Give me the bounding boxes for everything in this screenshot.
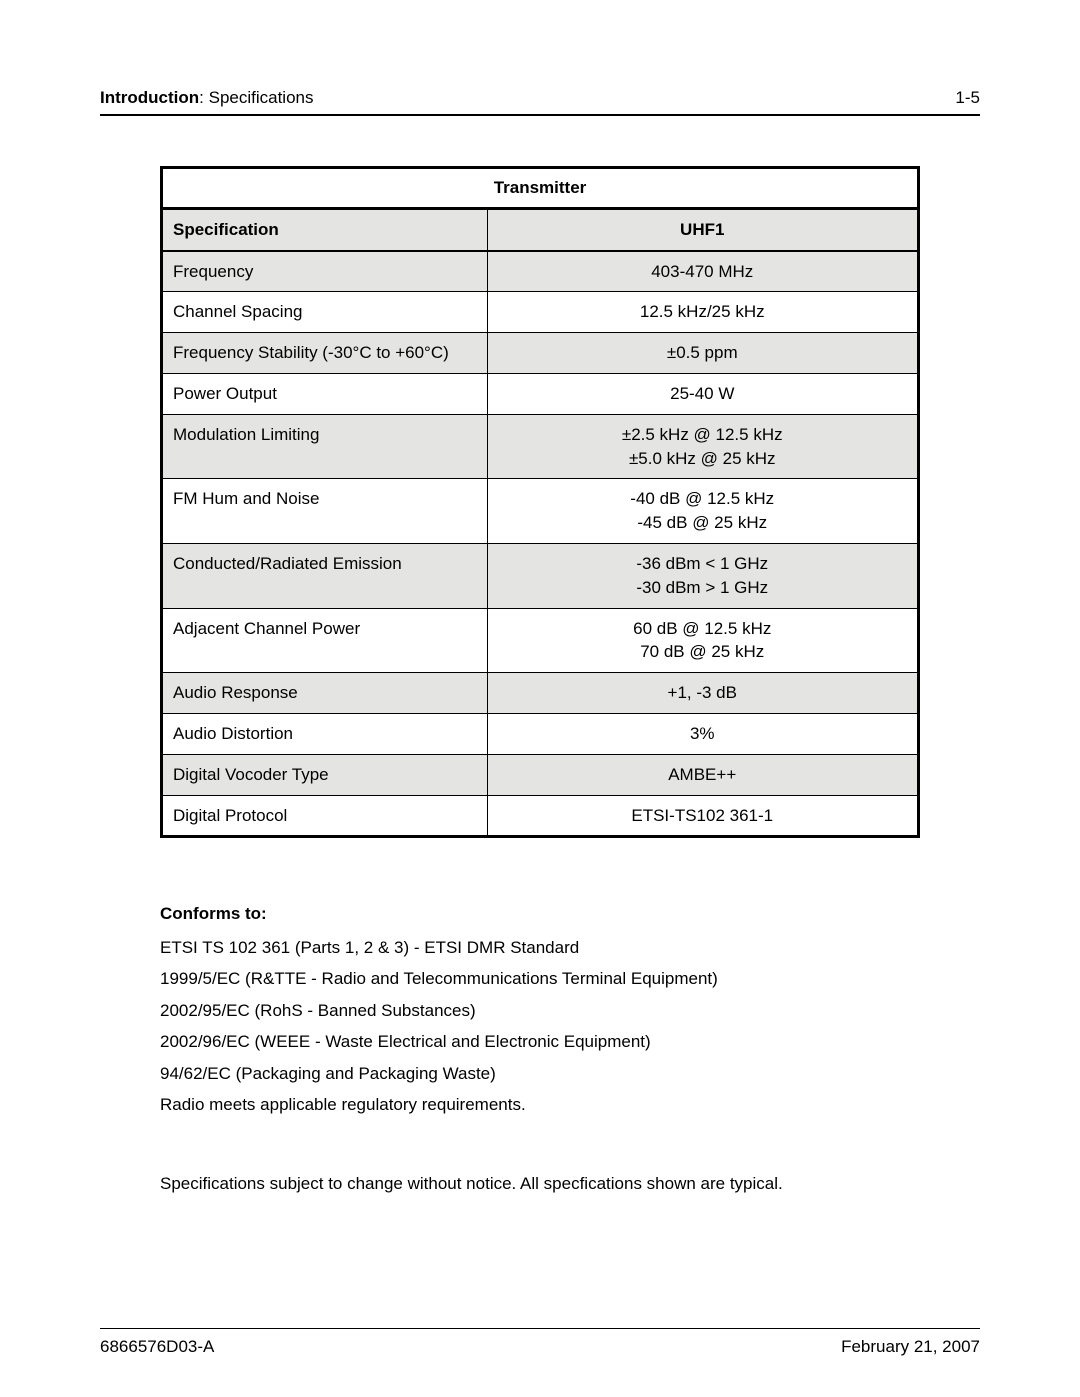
table-cell-spec: Audio Distortion [162,713,488,754]
table-col-spec: Specification [162,208,488,250]
table-row: Channel Spacing12.5 kHz/25 kHz [162,292,919,333]
table-row: Digital ProtocolETSI-TS102 361-1 [162,795,919,837]
table-cell-spec: Modulation Limiting [162,414,488,479]
header-page-number: 1-5 [955,88,980,108]
table-cell-spec: Digital Protocol [162,795,488,837]
table-row: Conducted/Radiated Emission-36 dBm < 1 G… [162,543,919,608]
table-row: FM Hum and Noise-40 dB @ 12.5 kHz-45 dB … [162,479,919,544]
disclaimer-text: Specifications subject to change without… [160,1170,920,1197]
header-left: Introduction: Specifications [100,88,314,108]
conforms-line: 1999/5/EC (R&TTE - Radio and Telecommuni… [160,963,920,994]
table-col-val: UHF1 [487,208,919,250]
spec-table-container: Transmitter Specification UHF1 Frequency… [160,166,920,838]
table-cell-spec: Conducted/Radiated Emission [162,543,488,608]
table-row: Adjacent Channel Power60 dB @ 12.5 kHz70… [162,608,919,673]
conforms-line: 94/62/EC (Packaging and Packaging Waste) [160,1058,920,1089]
table-cell-val: -36 dBm < 1 GHz-30 dBm > 1 GHz [487,543,919,608]
table-cell-spec: Power Output [162,373,488,414]
conforms-heading: Conforms to: [160,898,920,929]
page-header: Introduction: Specifications 1-5 [100,88,980,116]
table-cell-val: AMBE++ [487,754,919,795]
table-row: Modulation Limiting±2.5 kHz @ 12.5 kHz±5… [162,414,919,479]
conforms-line: ETSI TS 102 361 (Parts 1, 2 & 3) - ETSI … [160,932,920,963]
footer-rule [100,1328,980,1329]
table-cell-val: 403-470 MHz [487,251,919,292]
table-cell-val: +1, -3 dB [487,673,919,714]
header-section-bold: Introduction [100,88,199,107]
table-row: Audio Distortion3% [162,713,919,754]
transmitter-spec-table: Transmitter Specification UHF1 Frequency… [160,166,920,838]
table-cell-spec: Frequency [162,251,488,292]
header-section-rest: : Specifications [199,88,313,107]
conforms-line: 2002/96/EC (WEEE - Waste Electrical and … [160,1026,920,1057]
table-cell-spec: Channel Spacing [162,292,488,333]
table-cell-spec: Digital Vocoder Type [162,754,488,795]
table-cell-val: ETSI-TS102 361-1 [487,795,919,837]
table-cell-spec: Adjacent Channel Power [162,608,488,673]
table-title: Transmitter [162,168,919,209]
table-row: Digital Vocoder TypeAMBE++ [162,754,919,795]
conforms-line: Radio meets applicable regulatory requir… [160,1089,920,1120]
table-cell-val: 60 dB @ 12.5 kHz70 dB @ 25 kHz [487,608,919,673]
table-row: Frequency403-470 MHz [162,251,919,292]
table-cell-val: -40 dB @ 12.5 kHz-45 dB @ 25 kHz [487,479,919,544]
table-row: Frequency Stability (-30°C to +60°C)±0.5… [162,333,919,374]
table-cell-spec: FM Hum and Noise [162,479,488,544]
table-cell-spec: Frequency Stability (-30°C to +60°C) [162,333,488,374]
table-cell-val: 25-40 W [487,373,919,414]
table-cell-spec: Audio Response [162,673,488,714]
conforms-section: Conforms to: ETSI TS 102 361 (Parts 1, 2… [160,898,920,1120]
table-row: Power Output25-40 W [162,373,919,414]
footer-doc-id: 6866576D03-A [100,1337,214,1357]
conforms-line: 2002/95/EC (RohS - Banned Substances) [160,995,920,1026]
footer-date: February 21, 2007 [841,1337,980,1357]
table-row: Audio Response+1, -3 dB [162,673,919,714]
table-cell-val: ±0.5 ppm [487,333,919,374]
page-footer: 6866576D03-A February 21, 2007 [100,1328,980,1357]
table-cell-val: ±2.5 kHz @ 12.5 kHz±5.0 kHz @ 25 kHz [487,414,919,479]
table-cell-val: 3% [487,713,919,754]
table-cell-val: 12.5 kHz/25 kHz [487,292,919,333]
